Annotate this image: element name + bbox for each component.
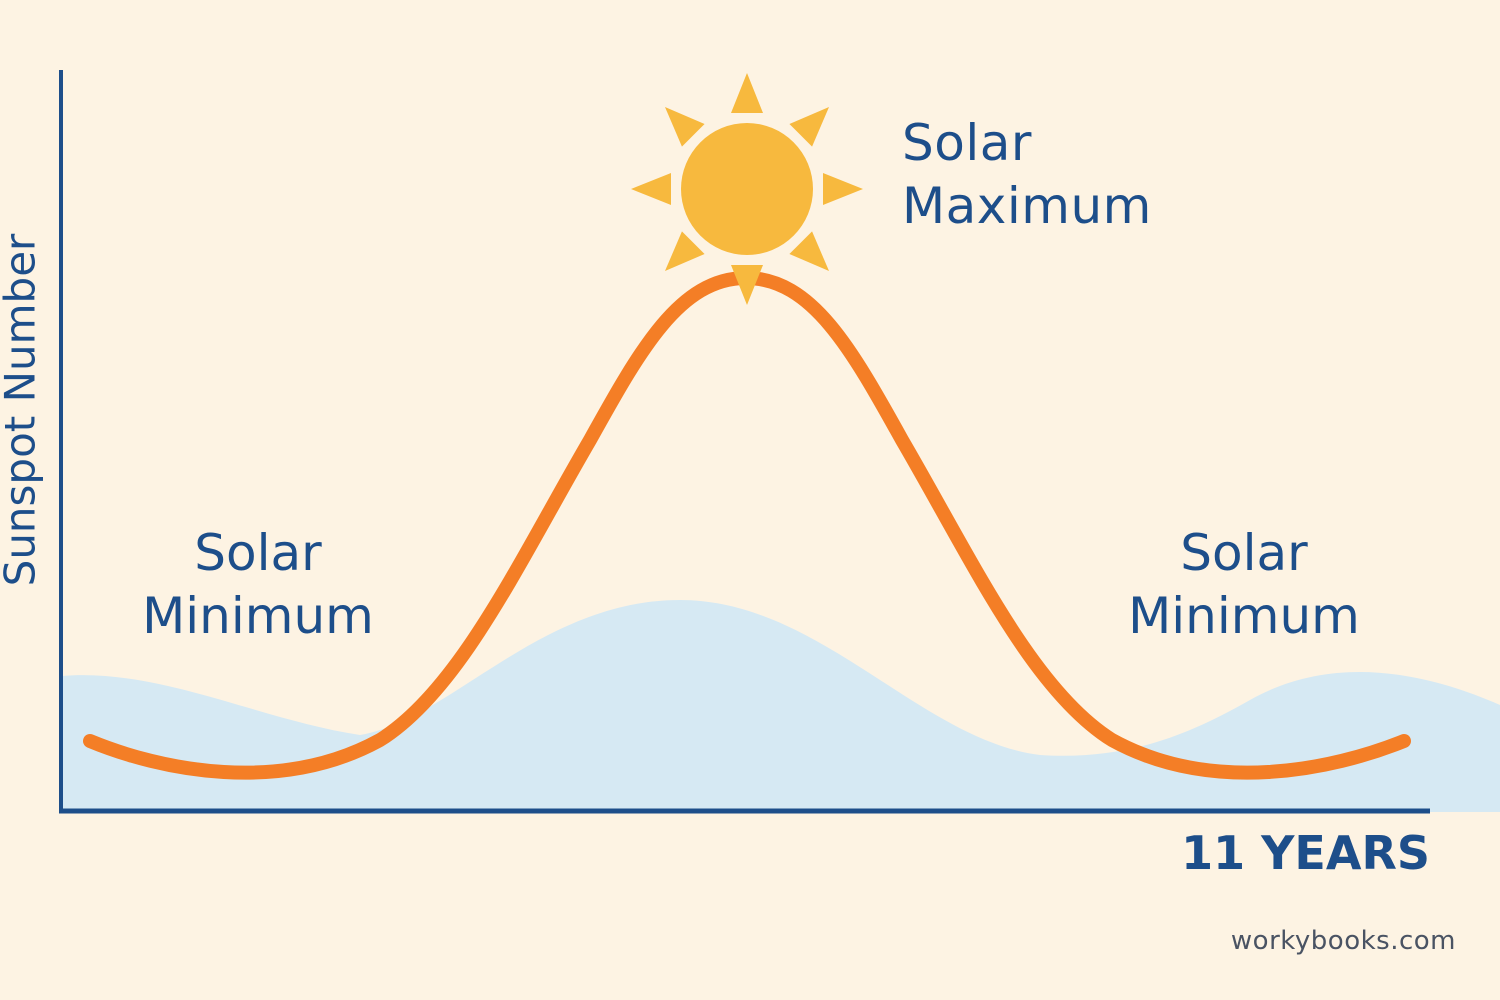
y-axis-label: Sunspot Number	[0, 233, 45, 587]
sun-ray	[823, 173, 863, 205]
x-axis-label: 11 YEARS	[1181, 826, 1430, 880]
solar-maximum-label-line1: Solar	[902, 114, 1032, 172]
solar-minimum-left-label-line2: Minimum	[142, 586, 374, 645]
sun-ray	[631, 173, 671, 205]
sun-ray	[664, 106, 705, 147]
sun-ray	[731, 73, 763, 113]
solar-minimum-left-label-line1: Solar	[194, 524, 322, 582]
solar-maximum-label-line2: Maximum	[902, 176, 1152, 235]
solar-maximum-label: Solar Maximum	[902, 112, 1152, 237]
sun-ray	[664, 231, 705, 272]
sun-ray	[789, 231, 830, 272]
sun-ray	[731, 265, 763, 305]
solar-minimum-left-label: Solar Minimum	[118, 522, 398, 647]
solar-minimum-right-label: Solar Minimum	[1104, 522, 1384, 647]
sun-ray	[789, 106, 830, 147]
watermark: workybooks.com	[1230, 926, 1456, 956]
solar-minimum-right-label-line1: Solar	[1180, 524, 1308, 582]
solar-minimum-right-label-line2: Minimum	[1128, 586, 1360, 645]
sun-icon	[631, 73, 863, 305]
